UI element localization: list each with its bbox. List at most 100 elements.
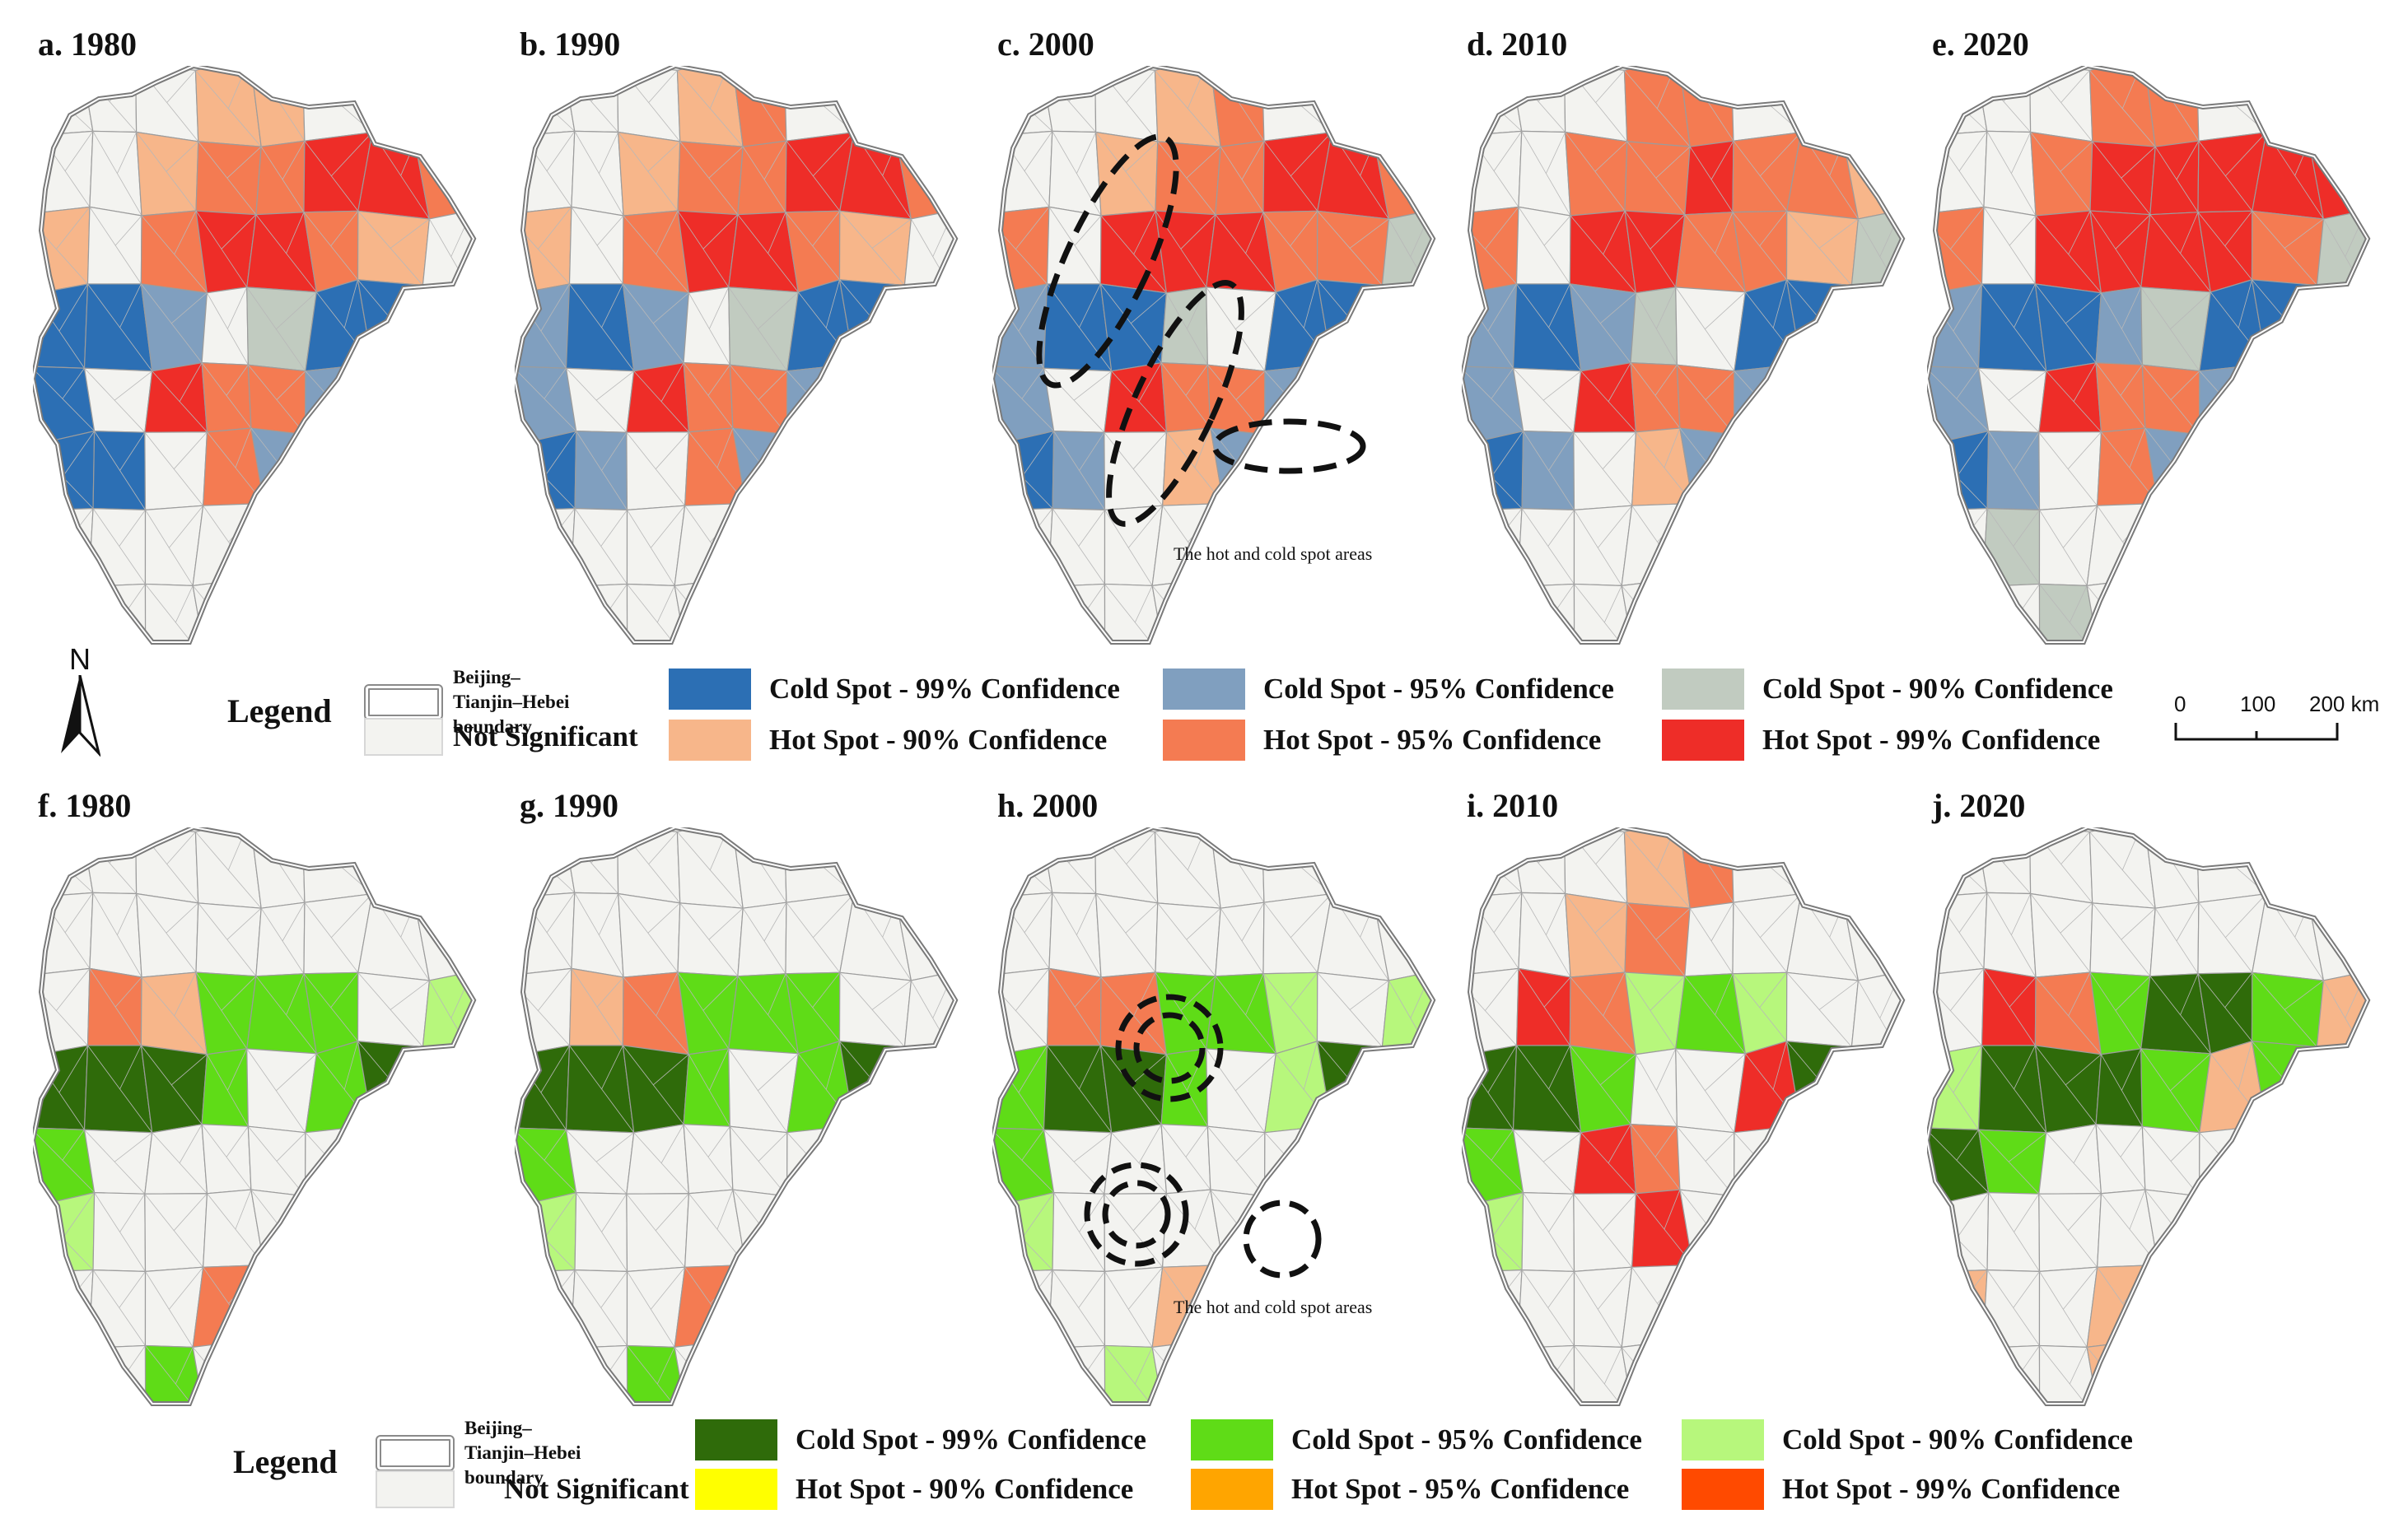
county-cell: [83, 1045, 153, 1134]
legend-swatch: [1662, 668, 1744, 710]
county-line: [840, 1190, 909, 1266]
county-line: [1157, 902, 1221, 976]
county-line: [1988, 1192, 2040, 1272]
panel-g: g. 1990: [515, 786, 976, 1428]
county-line: [2148, 1339, 2214, 1404]
legend-item: Hot Spot - 90% Confidence: [669, 720, 1107, 761]
county-cell: [1800, 827, 1845, 905]
county-cell: [413, 1263, 474, 1355]
county-line: [2266, 361, 2322, 431]
county-line: [33, 1348, 90, 1404]
panel-b: b. 1990: [515, 25, 976, 667]
county-line: [1743, 1264, 1792, 1343]
county-cell: [359, 1341, 429, 1404]
county-line: [1927, 1127, 1989, 1193]
legend-swatch: [1163, 720, 1245, 761]
county-line: [305, 1191, 363, 1265]
county-line: [1382, 1046, 1433, 1122]
county-line: [1682, 578, 1748, 642]
county-line: [427, 1120, 470, 1204]
panel-title: b. 1990: [520, 26, 621, 63]
boundary-inner: [1927, 66, 2369, 643]
county-cell: [735, 502, 801, 584]
county-line: [357, 972, 430, 1047]
county-cell: [359, 502, 427, 585]
county-line: [2256, 502, 2322, 585]
county-line: [2321, 359, 2364, 442]
county-line: [152, 362, 208, 432]
county-cell: [1373, 501, 1433, 594]
county-cell: [2313, 359, 2365, 442]
county-cell: [1318, 1341, 1388, 1404]
county-cell: [795, 502, 845, 584]
county-line: [207, 1048, 249, 1127]
county-line: [901, 429, 955, 503]
county-cell: [674, 502, 747, 587]
county-line: [1732, 211, 1788, 280]
panel-title: f. 1980: [38, 787, 132, 824]
county-line: [1677, 364, 1735, 436]
county-cell: [1516, 1269, 1575, 1349]
county-line: [145, 584, 207, 642]
boundary-label: Beijing–Tianjin–Hebei boundary: [453, 667, 570, 737]
county-line: [2158, 1265, 2214, 1345]
county-cell: [895, 1263, 955, 1355]
county-line: [2046, 362, 2102, 432]
county-cell: [413, 501, 474, 594]
county-cell: [2252, 1123, 2322, 1193]
county-line: [1215, 973, 1276, 1055]
county-line: [195, 210, 257, 288]
county-cell: [1800, 66, 1845, 143]
north-letter: N: [69, 642, 91, 676]
panel-j: j. 2020: [1927, 786, 2388, 1428]
legend-swatch: [1682, 1419, 1764, 1460]
county-cell: [1316, 971, 1390, 1048]
county-cell: [853, 66, 898, 143]
county-line: [786, 893, 855, 973]
county-cell: [896, 66, 955, 143]
county-line: [728, 1048, 799, 1133]
county-cell: [1379, 1120, 1430, 1204]
county-line: [2142, 1125, 2200, 1197]
county-line: [1843, 66, 1902, 136]
county-line: [1111, 1124, 1167, 1194]
county-line: [314, 1264, 363, 1343]
county-cell: [1462, 1045, 1518, 1130]
county-line: [1047, 283, 1113, 371]
county-cell: [1381, 284, 1433, 363]
scale-tick-200: 200 km: [2309, 692, 2380, 716]
county-line: [1095, 132, 1159, 212]
county-line: [841, 1341, 911, 1404]
county-line: [2320, 1264, 2368, 1354]
county-cell: [83, 1129, 153, 1195]
county-cell: [1048, 892, 1102, 978]
map-panel-h: [992, 827, 1436, 1406]
county-cell: [1518, 130, 1571, 217]
county-cell: [2207, 1264, 2257, 1345]
county-cell: [1621, 577, 1684, 642]
legend-swatch: [1163, 668, 1245, 710]
county-cell: [1983, 892, 2037, 978]
county-line: [785, 211, 841, 280]
boundary-inner: [1927, 827, 2369, 1405]
county-line: [1521, 131, 1571, 217]
county-line: [1788, 580, 1858, 642]
county-line: [2092, 902, 2156, 976]
county-line: [1927, 366, 1989, 431]
county-cell: [676, 827, 744, 909]
county-cell: [1373, 1263, 1433, 1355]
county-line: [145, 1266, 203, 1348]
county-line: [1570, 1045, 1636, 1125]
panel-title: c. 2000: [997, 26, 1094, 63]
county-cell: [2253, 580, 2323, 642]
county-cell: [1512, 283, 1582, 372]
boundary-label: Beijing–Tianjin–Hebei boundary: [464, 1418, 581, 1488]
county-line: [1788, 1341, 1858, 1404]
county-line: [2321, 1120, 2364, 1204]
county-line: [2140, 286, 2211, 371]
county-cell: [838, 971, 912, 1048]
county-cell: [253, 502, 320, 584]
county-line: [730, 364, 788, 436]
county-line: [2320, 502, 2368, 593]
county-line: [1262, 972, 1318, 1041]
